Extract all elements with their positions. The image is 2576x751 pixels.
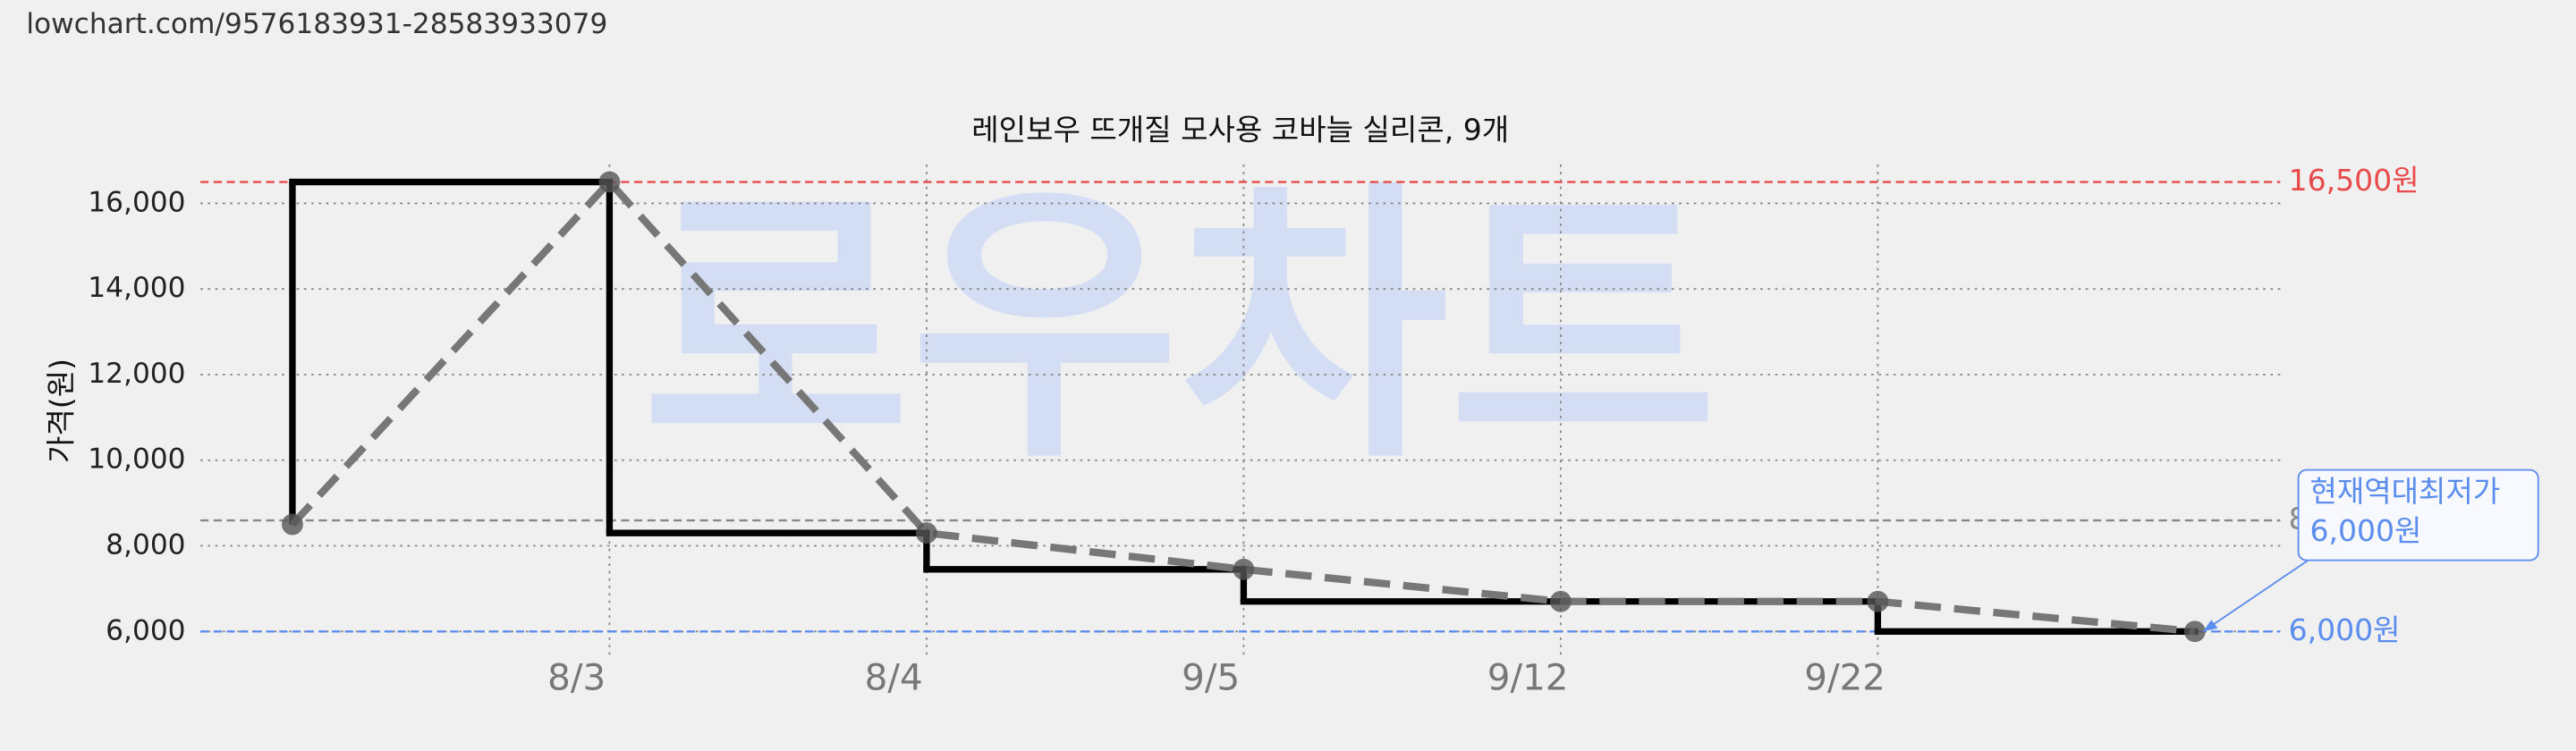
annotation-text: 현재역대최저가 xyxy=(2309,474,2500,509)
price-point xyxy=(1233,558,1255,580)
y-tick-label: 14,000 xyxy=(88,272,185,304)
y-tick-label: 16,000 xyxy=(88,186,185,218)
x-tick-label: 8/3 xyxy=(547,656,606,699)
x-tick-label: 8/4 xyxy=(865,656,923,699)
x-tick-label: 9/22 xyxy=(1804,656,1885,699)
reference-label: 6,000원 xyxy=(2289,612,2401,647)
y-axis-label: 가격(원) xyxy=(43,359,78,463)
chart-title: 레인보우 뜨개질 모사용 코바늘 실리콘, 9개 xyxy=(971,113,1509,148)
annotation-box xyxy=(2297,468,2539,561)
x-tick-label: 9/12 xyxy=(1487,656,1569,699)
annotation-arrow xyxy=(2202,559,2309,633)
price-point xyxy=(1549,590,1572,612)
y-tick-label: 12,000 xyxy=(88,358,185,390)
watermark: 로우차트 xyxy=(641,158,1717,498)
annotation-text: 6,000원 xyxy=(2309,513,2421,548)
y-tick-label: 10,000 xyxy=(88,443,185,476)
reference-label: 16,500원 xyxy=(2289,163,2419,198)
y-tick-label: 6,000 xyxy=(106,614,185,646)
price-point xyxy=(2183,620,2206,643)
price-point xyxy=(282,513,303,536)
x-tick-label: 9/5 xyxy=(1182,656,1240,699)
price-point xyxy=(598,171,621,193)
price-point xyxy=(1867,590,1889,612)
page-url: lowchart.com/9576183931-28583933079 xyxy=(26,8,607,40)
y-tick-label: 8,000 xyxy=(106,529,185,561)
annotation-arrowhead xyxy=(2203,620,2218,632)
price-point xyxy=(915,522,937,544)
